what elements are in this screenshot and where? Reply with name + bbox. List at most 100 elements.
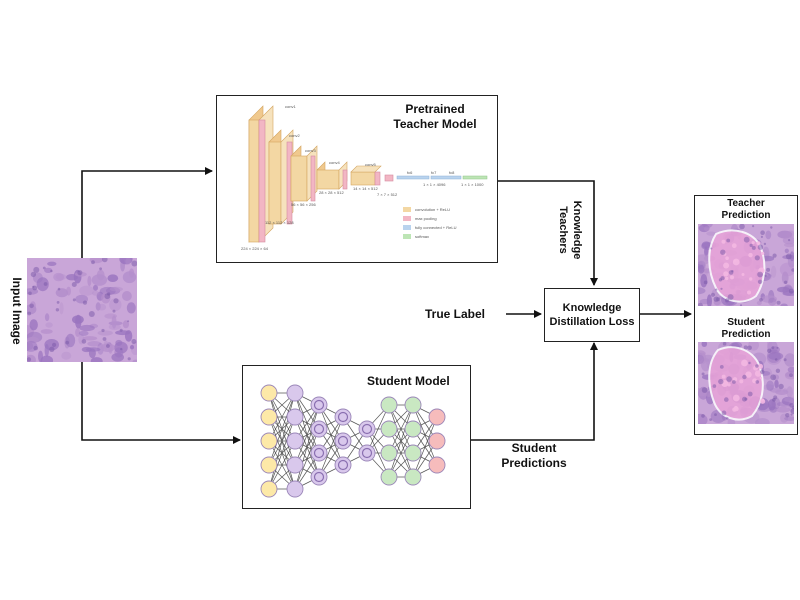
teacher-prediction-line1: Teacher: [727, 198, 765, 209]
stage-label: conv2: [289, 133, 300, 138]
knowledge-teachers-line1: Knowledge: [571, 200, 583, 260]
kd-loss-line1: Knowledge: [562, 302, 622, 314]
network-edge: [388, 428, 414, 478]
network-edge: [268, 392, 296, 490]
network-node: [286, 408, 304, 426]
legend-label: softmax: [415, 234, 430, 239]
network-node: [286, 456, 304, 474]
student-network-diagram: [260, 384, 446, 498]
network-node: [358, 444, 376, 462]
network-node: [310, 444, 328, 462]
arrow-student-to-kd: [471, 342, 598, 441]
network-node: [380, 468, 398, 486]
dim-label: 14 × 14 × 512: [353, 186, 378, 191]
network-node-ring: [337, 411, 349, 423]
stage-label: conv1: [285, 104, 296, 109]
network-edge: [366, 404, 390, 454]
student-predictions-line1: Student: [511, 441, 557, 455]
kd-loss-line2: Distillation Loss: [549, 316, 635, 328]
network-node: [260, 480, 278, 498]
teacher-prediction-image: [698, 224, 794, 306]
network-node: [380, 444, 398, 462]
network-node: [286, 432, 304, 450]
network-node: [428, 456, 446, 474]
teacher-prediction-title: Teacher Prediction: [695, 198, 797, 222]
student-title: Student Model: [367, 374, 450, 388]
network-edge: [294, 404, 320, 466]
teacher-title-line1: Pretrained: [405, 102, 465, 116]
network-node: [404, 420, 422, 438]
stage-label: conv5: [365, 162, 376, 167]
stage-label: fc8: [449, 170, 455, 175]
kd-loss-box: Knowledge Distillation Loss: [544, 288, 640, 342]
network-node: [260, 408, 278, 426]
true-label-text: True Label: [425, 307, 486, 321]
dim-label: 112 × 112 × 128: [265, 220, 294, 225]
teacher-model-box: Pretrained Teacher Model: [216, 95, 498, 263]
teacher-title-line2: Teacher Model: [393, 117, 477, 131]
network-edge: [412, 416, 438, 478]
network-node: [260, 384, 278, 402]
student-predictions-label: Student Predictions: [494, 441, 574, 471]
network-edge: [388, 404, 414, 478]
stage-label: conv3: [305, 148, 316, 153]
conv3-block: [290, 145, 318, 202]
dim-label: 7 × 7 × 512: [377, 192, 398, 197]
stage-label: fc7: [431, 170, 437, 175]
legend-label: max pooling: [415, 216, 437, 221]
dim-label: 224 × 224 × 64: [241, 246, 268, 251]
dim-label: 1 × 1 × 1000: [461, 182, 484, 187]
conv2-block: [268, 129, 294, 225]
network-node: [428, 432, 446, 450]
network-edge: [318, 416, 344, 478]
network-node: [358, 420, 376, 438]
network-node: [404, 396, 422, 414]
stage-label: fc6: [407, 170, 413, 175]
network-node-ring: [313, 471, 325, 483]
network-node: [286, 384, 304, 402]
student-prediction-image: [698, 342, 794, 424]
network-node: [404, 444, 422, 462]
stage-label: conv4: [329, 160, 340, 165]
network-node-ring: [313, 447, 325, 459]
network-node: [428, 408, 446, 426]
network-node: [380, 420, 398, 438]
network-node: [260, 432, 278, 450]
network-node: [286, 480, 304, 498]
student-prediction-line1: Student: [727, 317, 765, 328]
network-node-ring: [361, 423, 373, 435]
network-node: [334, 408, 352, 426]
dim-label: 56 × 56 × 256: [291, 202, 316, 207]
network-node-ring: [361, 447, 373, 459]
network-edge: [388, 404, 414, 454]
dim-label: 1 × 1 × 4096: [423, 182, 446, 187]
input-image: [27, 258, 137, 362]
legend-label: fully connected + ReLU: [415, 225, 457, 230]
arrow-input-to-student: [81, 362, 241, 444]
network-edge: [268, 392, 296, 466]
conv4-block: [316, 161, 348, 190]
student-prediction-line2: Prediction: [721, 329, 771, 340]
network-node-ring: [313, 399, 325, 411]
student-predictions-line2: Predictions: [501, 456, 567, 470]
teacher-title: Pretrained Teacher Model: [377, 102, 493, 132]
network-node: [334, 456, 352, 474]
network-node: [334, 432, 352, 450]
network-node-ring: [313, 423, 325, 435]
network-edge: [294, 404, 320, 490]
arrow-teacher-to-kd: [498, 180, 598, 286]
arrow-input-to-teacher: [81, 167, 213, 258]
dim-label: 28 × 28 × 512: [319, 190, 344, 195]
knowledge-teachers-label: Knowledge Teachers: [552, 190, 584, 270]
input-image-label: Input Image: [10, 277, 24, 345]
network-node: [310, 420, 328, 438]
predictions-box: Teacher Prediction Student Prediction: [694, 195, 798, 435]
network-node: [404, 468, 422, 486]
network-node: [310, 396, 328, 414]
network-edge: [268, 392, 296, 442]
teacher-prediction-line2: Prediction: [721, 210, 771, 221]
student-model-box: Student Model: [242, 365, 471, 509]
legend-label: convolution + ReLU: [415, 207, 451, 212]
conv5-block: [350, 165, 382, 186]
